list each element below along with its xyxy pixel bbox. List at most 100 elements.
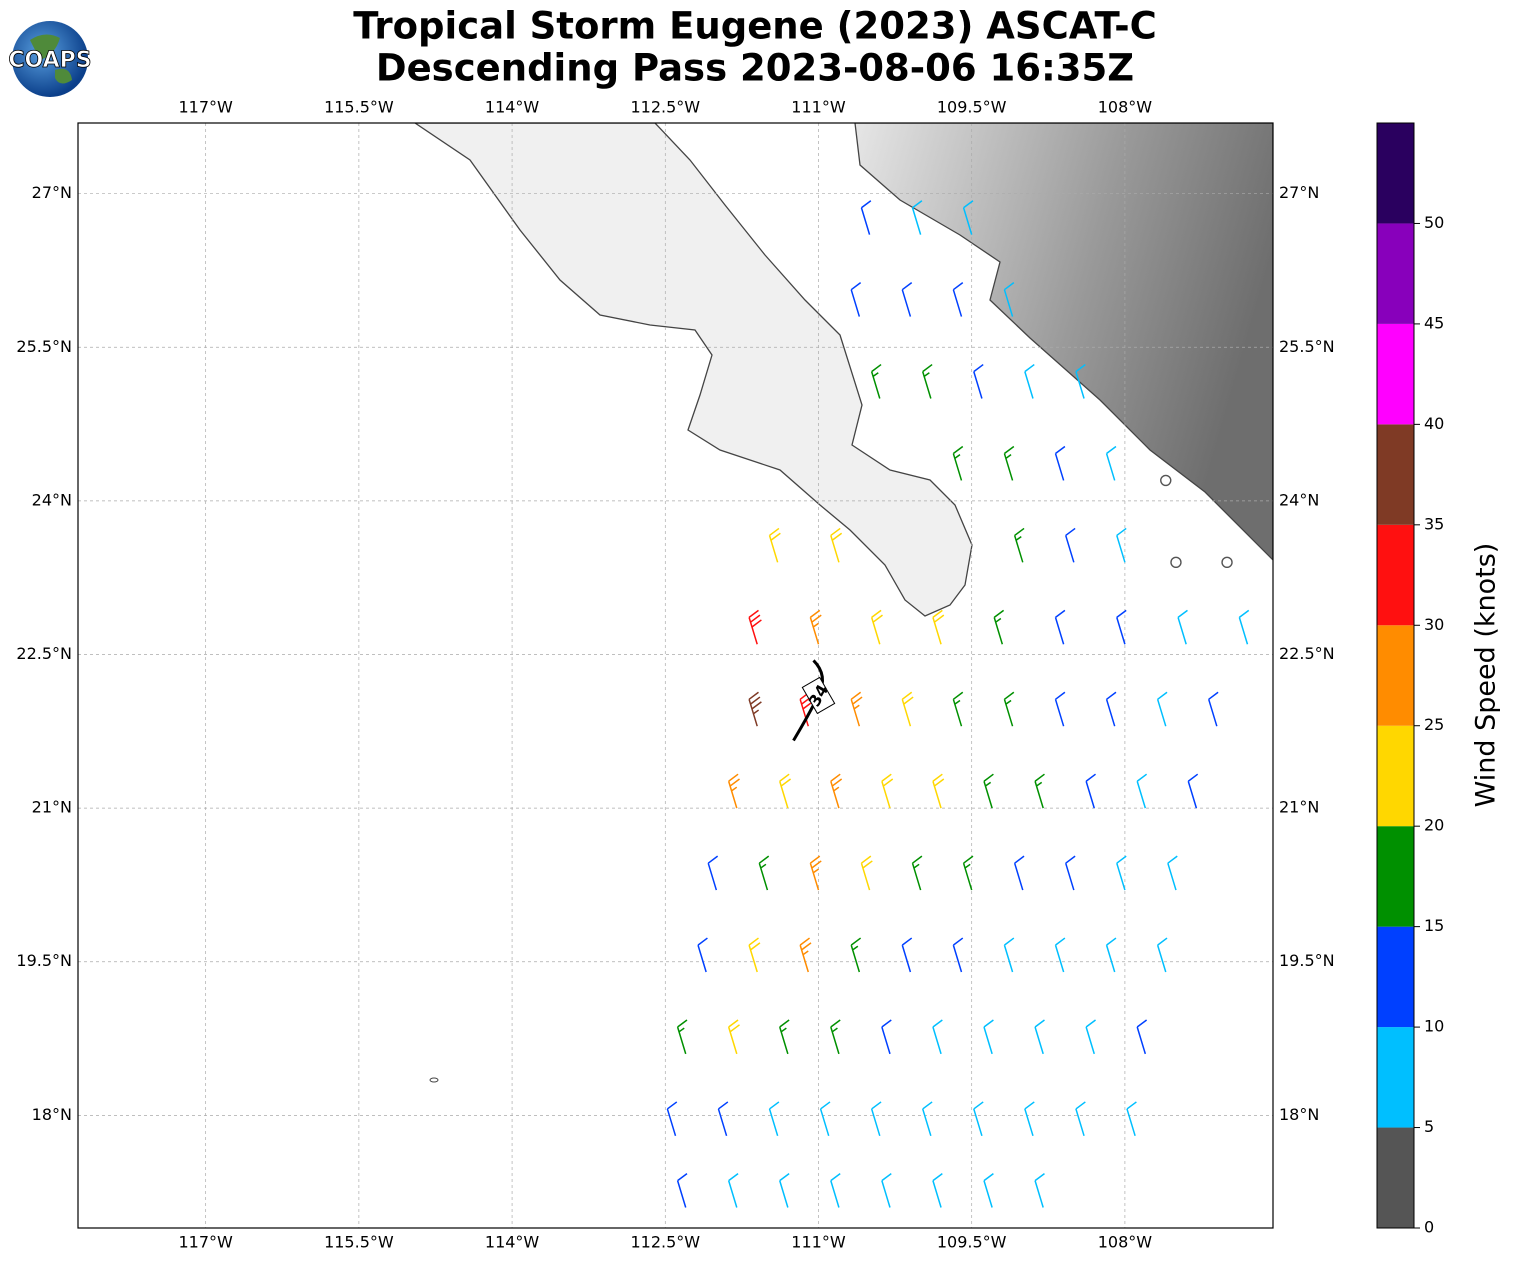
wind-barb — [1034, 1019, 1045, 1055]
colorbar-tick-label: 15 — [1424, 916, 1444, 935]
x-tick-label: 112.5°W — [630, 98, 700, 117]
colorbar-tick-label: 20 — [1424, 816, 1444, 835]
wind-barb — [1034, 1173, 1045, 1208]
wind-barb — [850, 691, 863, 727]
wind-barb — [870, 1101, 882, 1137]
wind-barb — [983, 1019, 994, 1055]
y-tick-label: 21°N — [1279, 798, 1319, 817]
wind-barb — [707, 855, 719, 891]
colorbar-bin — [1377, 524, 1414, 626]
wind-barb — [1034, 773, 1045, 809]
x-tick-label: 117°W — [178, 1233, 233, 1252]
wind-barb — [870, 363, 882, 399]
y-tick-label: 24°N — [1279, 490, 1319, 509]
wind-barb — [962, 200, 974, 235]
wind-barb — [1054, 691, 1066, 727]
wind-barb — [1156, 937, 1168, 973]
plot-frame — [77, 122, 1274, 1229]
colorbar-label: Wind Speed (knots) — [1471, 543, 1502, 808]
wind-barb — [830, 1173, 841, 1208]
x-tick-label: 111°W — [791, 98, 846, 117]
x-tick-label: 117°W — [178, 98, 233, 117]
wind-barb — [830, 1019, 841, 1055]
subtitle: Descending Pass 2023-08-06 16:35Z — [376, 47, 1134, 90]
wind-barb — [911, 855, 923, 891]
wind-barb — [1207, 691, 1219, 727]
wind-barb — [932, 609, 945, 645]
y-tick-label: 19.5°N — [16, 951, 72, 970]
wind-barb — [1013, 527, 1025, 563]
wind-barb — [962, 855, 974, 891]
colorbar-bin — [1377, 424, 1414, 525]
x-tick-label: 115.5°W — [324, 1233, 394, 1252]
y-tick-label: 25.5°N — [1279, 337, 1335, 356]
wind-barb — [779, 773, 792, 809]
x-tick-label: 108°W — [1098, 1233, 1153, 1252]
wind-barb — [901, 691, 914, 727]
colorbar-bin — [1377, 323, 1414, 425]
wind-barb — [881, 1173, 892, 1208]
wind-barb — [850, 282, 862, 317]
wind-barb — [1116, 855, 1127, 891]
wind-barb — [860, 200, 872, 235]
wind-barb — [1156, 691, 1168, 727]
wind-barb — [860, 855, 873, 891]
wind-barb — [1116, 527, 1127, 563]
wind-barb — [666, 1101, 678, 1137]
y-tick-label: 22.5°N — [1279, 644, 1335, 663]
x-tick-label: 109.5°W — [937, 1233, 1007, 1252]
wind-barb — [676, 1173, 688, 1208]
wind-barb — [717, 1101, 729, 1137]
y-tick-label: 24°N — [32, 490, 72, 509]
x-tick-label: 115.5°W — [324, 98, 394, 117]
wind-barb — [1064, 855, 1076, 891]
colorbar-bin — [1377, 826, 1414, 927]
y-tick-label: 27°N — [32, 183, 72, 202]
colorbar-bin — [1377, 123, 1414, 224]
wind-barb — [1013, 855, 1025, 891]
wind-barb — [727, 773, 740, 809]
wind-barb — [1054, 609, 1066, 645]
wind-barb — [932, 1019, 943, 1055]
wind-barb — [932, 1173, 943, 1208]
wind-barb — [1003, 445, 1015, 481]
wind-barb — [1116, 609, 1127, 645]
x-tick-label: 111°W — [791, 1233, 846, 1252]
wind-barb — [799, 691, 813, 727]
wind-barb — [1136, 773, 1148, 809]
calm-circle — [1170, 556, 1182, 569]
wind-barb — [830, 773, 843, 809]
wind-barb — [1024, 1101, 1035, 1137]
wind-barb — [1105, 445, 1117, 481]
colorbar-bin — [1377, 625, 1414, 726]
y-tick-label: 21°N — [32, 798, 72, 817]
y-tick-label: 25.5°N — [16, 337, 72, 356]
colorbar-tick-label: 5 — [1424, 1117, 1434, 1136]
wind-barb — [819, 1101, 831, 1137]
wind-barb — [1075, 1101, 1086, 1137]
wind-barb — [1064, 527, 1076, 563]
logo-text: COAPS — [8, 48, 91, 73]
colorbar-bin — [1377, 926, 1414, 1028]
colorbar-tick-label: 35 — [1424, 514, 1444, 533]
wind-barb — [901, 282, 913, 317]
x-tick-label: 114°W — [485, 98, 540, 117]
wind-barb — [922, 1101, 933, 1137]
wind-barb — [1085, 1019, 1096, 1055]
calm-circle — [1160, 474, 1172, 487]
wind-barb — [881, 773, 894, 809]
wind-barb — [727, 1019, 740, 1055]
wind-barb — [983, 1173, 994, 1208]
y-tick-label: 18°N — [32, 1105, 72, 1124]
wind-barb — [901, 937, 913, 973]
wind-barb — [870, 609, 883, 645]
wind-barb — [1003, 282, 1015, 317]
colorbar-tick-label: 10 — [1424, 1017, 1444, 1036]
wind-barb — [952, 937, 964, 973]
wind-barb — [850, 937, 862, 973]
x-tick-label: 112.5°W — [630, 1233, 700, 1252]
wind-barb — [809, 609, 822, 645]
colorbar-frame — [1376, 122, 1415, 1229]
wind-barb — [1167, 855, 1178, 891]
